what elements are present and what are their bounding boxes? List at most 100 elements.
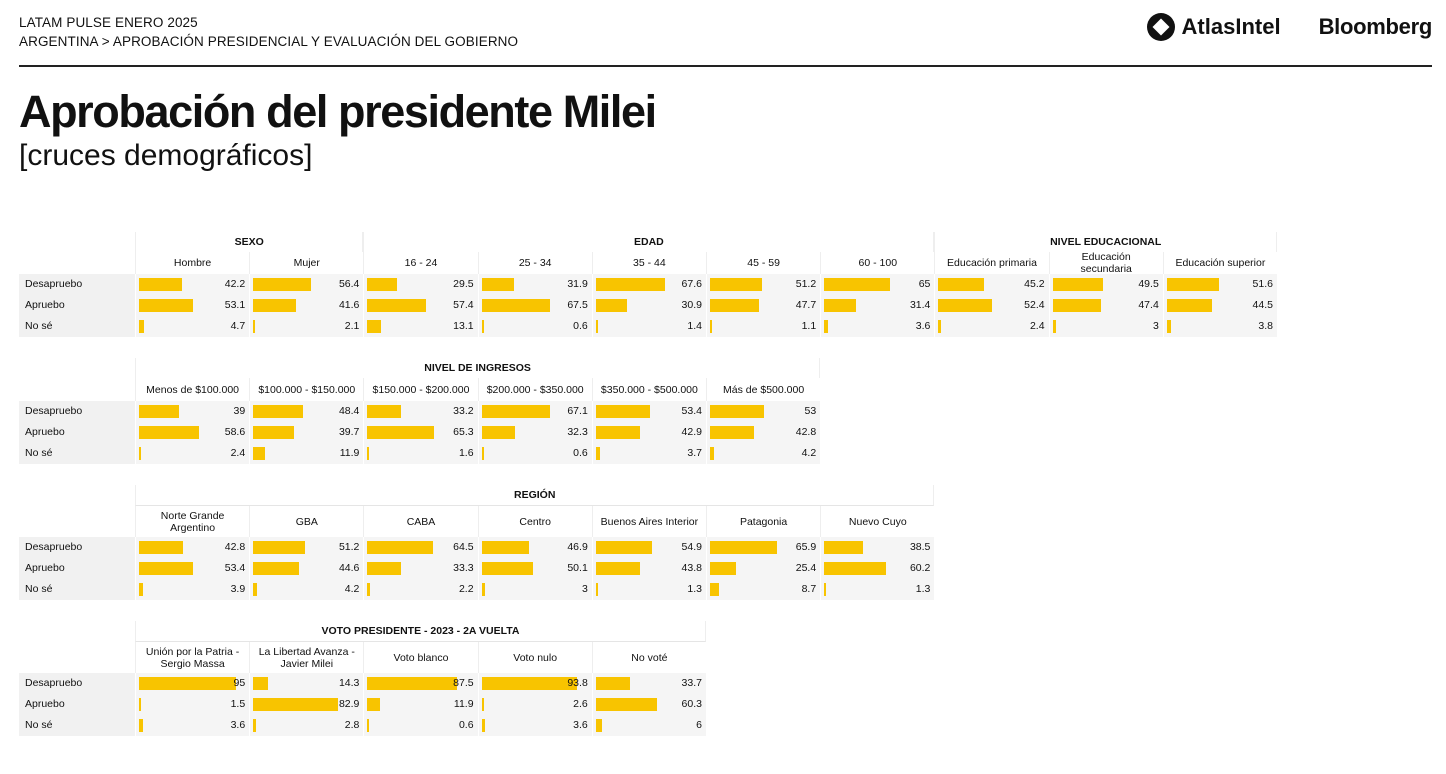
data-label: 1.3 (687, 583, 702, 595)
data-bar (938, 299, 992, 312)
data-bar (710, 405, 765, 418)
data-bar (1052, 320, 1056, 333)
data-bar (595, 719, 602, 732)
data-bar (595, 278, 665, 291)
data-label: 42.9 (681, 426, 702, 438)
breadcrumb: ARGENTINA > APROBACIÓN PRESIDENCIAL Y EV… (19, 34, 519, 49)
row-label: Desapruebo (19, 401, 135, 422)
data-label: 2.8 (344, 719, 360, 731)
group-header: VOTO PRESIDENTE - 2023 - 2A VUELTA (135, 621, 706, 642)
data-cell: 60.3 (591, 694, 706, 715)
data-bar (481, 719, 486, 732)
data-label: 11.9 (453, 698, 474, 710)
data-label: 53.4 (681, 405, 702, 417)
data-label: 1.1 (801, 320, 817, 332)
data-bar (139, 278, 183, 291)
data-bar (367, 405, 402, 418)
data-cell: 54.9 (591, 537, 706, 558)
data-bar (253, 541, 306, 554)
data-cell: 87.5 (363, 673, 478, 694)
data-cell: 65.9 (706, 537, 821, 558)
column-header: 45 - 59 (706, 252, 821, 275)
data-label: 53.4 (224, 562, 246, 574)
row-label: No sé (19, 443, 135, 464)
data-bar (824, 583, 827, 596)
row-label: No sé (19, 715, 135, 736)
data-cell: 8.7 (706, 579, 821, 600)
data-cell: 50.1 (477, 558, 592, 579)
data-cell: 29.5 (363, 274, 478, 295)
data-bar (481, 583, 485, 596)
data-cell: 82.9 (249, 694, 364, 715)
data-bar (367, 583, 370, 596)
data-cell: 53.1 (135, 295, 250, 316)
data-label: 49.5 (1138, 278, 1159, 290)
data-cell: 2.2 (363, 579, 478, 600)
data-bar (139, 299, 194, 312)
data-bar (595, 320, 598, 333)
data-bar (253, 447, 266, 460)
data-cell: 3.8 (1162, 316, 1277, 337)
data-bar (139, 426, 199, 439)
data-bar (481, 447, 484, 460)
data-cell: 2.8 (249, 715, 364, 736)
data-bar (367, 299, 426, 312)
data-bar (710, 299, 759, 312)
data-cell: 33.3 (363, 558, 478, 579)
data-bar (139, 405, 179, 418)
data-label: 50.1 (567, 562, 588, 574)
data-label: 52.4 (1024, 299, 1045, 311)
column-header: Más de $500.000 (706, 378, 821, 402)
data-cell: 47.7 (706, 295, 821, 316)
data-label: 1.3 (915, 583, 931, 595)
data-bar (253, 299, 296, 312)
data-bar (938, 278, 985, 291)
data-cell: 41.6 (249, 295, 364, 316)
data-bar (367, 278, 398, 291)
data-bar (253, 320, 256, 333)
data-cell: 3.7 (591, 443, 706, 464)
data-label: 33.3 (453, 562, 474, 574)
column-header: Patagonia (706, 506, 821, 538)
data-label: 0.6 (458, 719, 474, 731)
data-label: 3 (1152, 320, 1159, 332)
data-cell: 52.4 (934, 295, 1049, 316)
data-label: 46.9 (567, 541, 588, 553)
data-cell: 42.2 (135, 274, 250, 295)
data-bar (481, 405, 551, 418)
data-label: 57.4 (453, 299, 474, 311)
data-bar (481, 320, 484, 333)
column-header: No voté (591, 642, 706, 674)
atlasintel-icon (1146, 13, 1175, 41)
data-label: 33.2 (453, 405, 474, 417)
data-bar (481, 299, 551, 312)
column-header: Educación secundaria (1048, 251, 1163, 275)
row-label: Desapruebo (19, 537, 135, 558)
data-cell: 48.4 (249, 401, 364, 422)
data-cell: 42.8 (135, 537, 250, 558)
data-label: 3.6 (915, 320, 931, 332)
data-label: 56.4 (338, 278, 360, 290)
column-header: 60 - 100 (820, 252, 935, 275)
column-header: Centro (477, 506, 592, 538)
data-label: 1.5 (230, 698, 246, 710)
data-label: 6 (696, 719, 702, 731)
atlasintel-logo: AtlasIntel (1146, 12, 1281, 42)
data-label: 39 (233, 405, 246, 417)
data-bar (253, 278, 311, 291)
data-cell: 53.4 (591, 401, 706, 422)
data-cell: 2.4 (135, 443, 250, 464)
data-cell: 95 (135, 673, 250, 694)
data-cell: 1.5 (135, 694, 250, 715)
data-label: 2.4 (1029, 320, 1045, 332)
data-label: 65 (918, 278, 931, 290)
data-cell: 1.4 (591, 316, 706, 337)
data-label: 44.6 (338, 562, 360, 574)
data-bar (367, 426, 434, 439)
data-label: 29.5 (453, 278, 474, 290)
data-cell: 4.2 (706, 443, 821, 464)
data-label: 4.7 (230, 320, 246, 332)
column-header: 35 - 44 (591, 252, 706, 275)
data-cell: 30.9 (591, 295, 706, 316)
data-cell: 51.6 (1162, 274, 1277, 295)
